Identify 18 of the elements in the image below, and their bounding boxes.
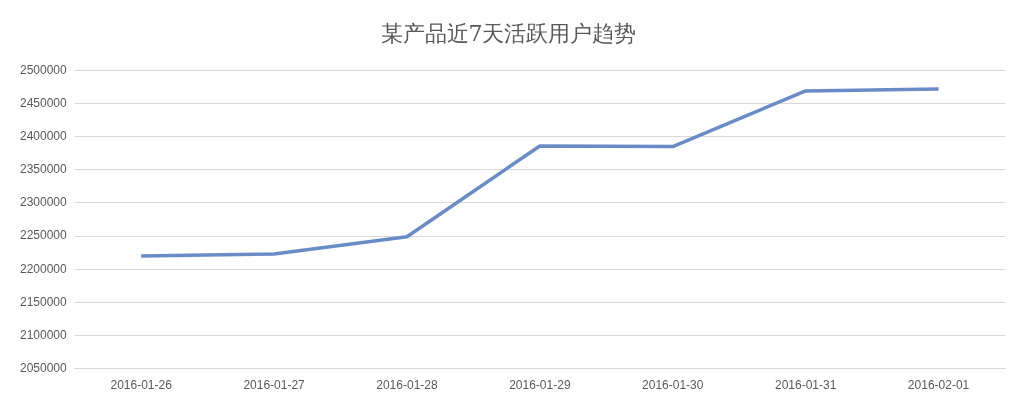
y-tick-label: 2300000 bbox=[20, 195, 68, 210]
y-tick-label: 2450000 bbox=[20, 95, 68, 110]
x-tick-label: 2016-01-26 bbox=[110, 378, 173, 393]
y-tick-label: 2150000 bbox=[20, 294, 68, 309]
y-tick-label: 2400000 bbox=[20, 128, 68, 143]
y-tick-label: 2050000 bbox=[20, 360, 68, 375]
y-tick-label: 2350000 bbox=[20, 162, 68, 177]
x-tick-label: 2016-02-01 bbox=[907, 378, 970, 393]
y-tick-label: 2250000 bbox=[20, 228, 68, 243]
x-tick-label: 2016-01-27 bbox=[243, 378, 306, 393]
y-tick-label: 2200000 bbox=[20, 261, 68, 276]
x-tick-label: 2016-01-31 bbox=[774, 378, 837, 393]
y-tick-label: 2100000 bbox=[20, 327, 68, 342]
x-tick-label: 2016-01-29 bbox=[509, 378, 571, 393]
x-tick-label: 2016-01-28 bbox=[376, 378, 438, 393]
x-tick-label: 2016-01-30 bbox=[642, 378, 704, 393]
y-tick-label: 2500000 bbox=[20, 62, 68, 77]
chart-title: 某产品近7天活跃用户趋势 bbox=[380, 20, 637, 46]
